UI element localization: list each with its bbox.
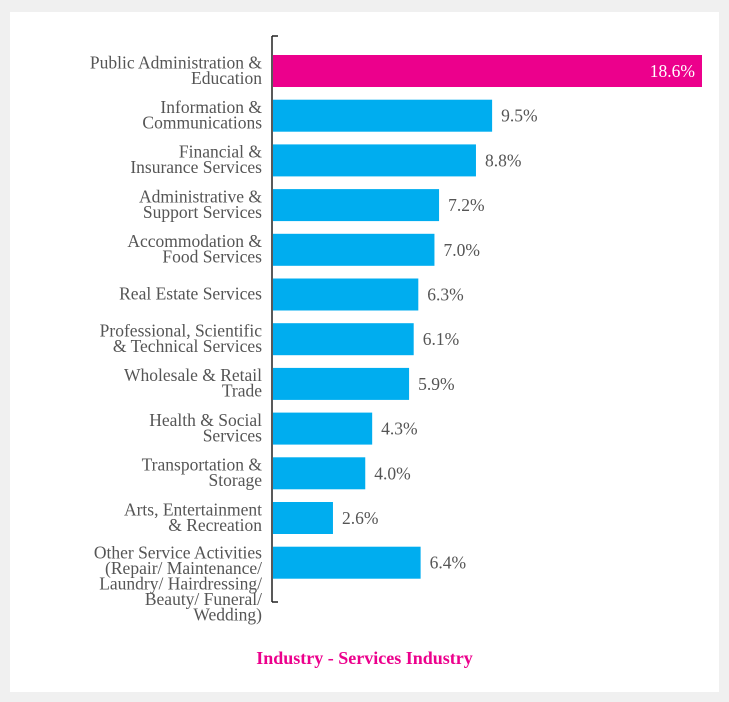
category-label-line: Wholesale & Retail [124,365,262,385]
category-label-6: Real Estate Services [119,284,262,304]
bar-5 [273,233,435,266]
value-label-8: 5.9% [418,374,454,394]
category-label-8: Wholesale & Retail Trade [124,365,262,401]
bar-2 [273,99,493,132]
category-label-4: Administrative & Support Services [139,186,262,222]
category-label-line: Public Administration & [90,52,262,72]
category-label-line: Accommodation & [127,231,262,251]
value-label-7: 6.1% [423,329,459,349]
category-label-2: Information & Communications [142,97,262,133]
category-label-line: (Repair/ Maintenance/ [105,558,262,578]
category-label-line: Services [203,425,262,445]
bar-10 [273,457,366,490]
category-label-line: Beauty/ Funeral/ [145,589,262,609]
value-label-12: 6.4% [430,553,466,573]
category-label-line: Arts, Entertainment [124,499,262,519]
category-label-3: Financial & Insurance Services [130,142,262,178]
chart-caption: Industry - Services Industry [256,648,473,668]
value-label-2: 9.5% [501,106,537,126]
category-label-line: Insurance Services [130,157,262,177]
category-label-line: Real Estate Services [119,284,262,304]
category-label-line: Transportation & [142,455,263,475]
category-label-1: Public Administration & Education [90,52,262,88]
bar-6 [273,278,419,311]
services-industry-bar-chart: 18.6% Public Administration & Education 9.5… [90,35,702,625]
category-label-line: Financial & [179,142,262,162]
category-label-line: Support Services [143,202,262,222]
bar-1 [273,55,702,87]
value-label-10: 4.0% [374,463,410,483]
category-label-line: Health & Social [149,410,262,430]
bar-9 [273,412,373,445]
bar-4 [273,189,440,222]
category-label-7: Professional, Scientific & Technical Serv… [100,320,263,356]
category-label-line: Professional, Scientific [100,320,263,340]
category-label-line: & Technical Services [113,336,262,356]
bar-3 [273,144,476,177]
category-label-line: & Recreation [168,515,262,535]
value-label-9: 4.3% [381,419,417,439]
category-label-line: Wedding) [193,605,262,625]
bar-11 [273,502,333,534]
category-label-line: Storage [209,470,263,490]
value-label-5: 7.0% [443,240,479,260]
bar-12 [273,546,421,579]
category-label-9: Health & Social Services [149,410,262,446]
category-label-12: Other Service Activities (Repair/ Mainten… [94,543,262,625]
category-label-line: Administrative & [139,186,262,206]
category-label-10: Transportation & Storage [142,455,263,491]
value-label-4: 7.2% [448,195,484,215]
category-label-line: Other Service Activities [94,543,262,563]
category-label-5: Accommodation & Food Services [127,231,262,266]
value-label-3: 8.8% [485,150,521,170]
value-label-1: 18.6% [650,61,695,81]
chart-card: 18.6% Public Administration & Education 9.5… [10,12,719,692]
category-label-line: Laundry/ Hairdressing/ [99,574,262,594]
category-label-line: Trade [222,381,262,401]
bar-8 [273,367,410,400]
category-label-line: Communications [142,112,262,132]
bar-7 [273,323,414,356]
value-label-11: 2.6% [342,508,378,528]
category-label-line: Food Services [162,247,262,267]
value-label-6: 6.3% [427,285,463,305]
category-label-11: Arts, Entertainment & Recreation [124,499,262,535]
category-label-line: Education [191,68,262,88]
category-label-line: Information & [160,97,262,117]
